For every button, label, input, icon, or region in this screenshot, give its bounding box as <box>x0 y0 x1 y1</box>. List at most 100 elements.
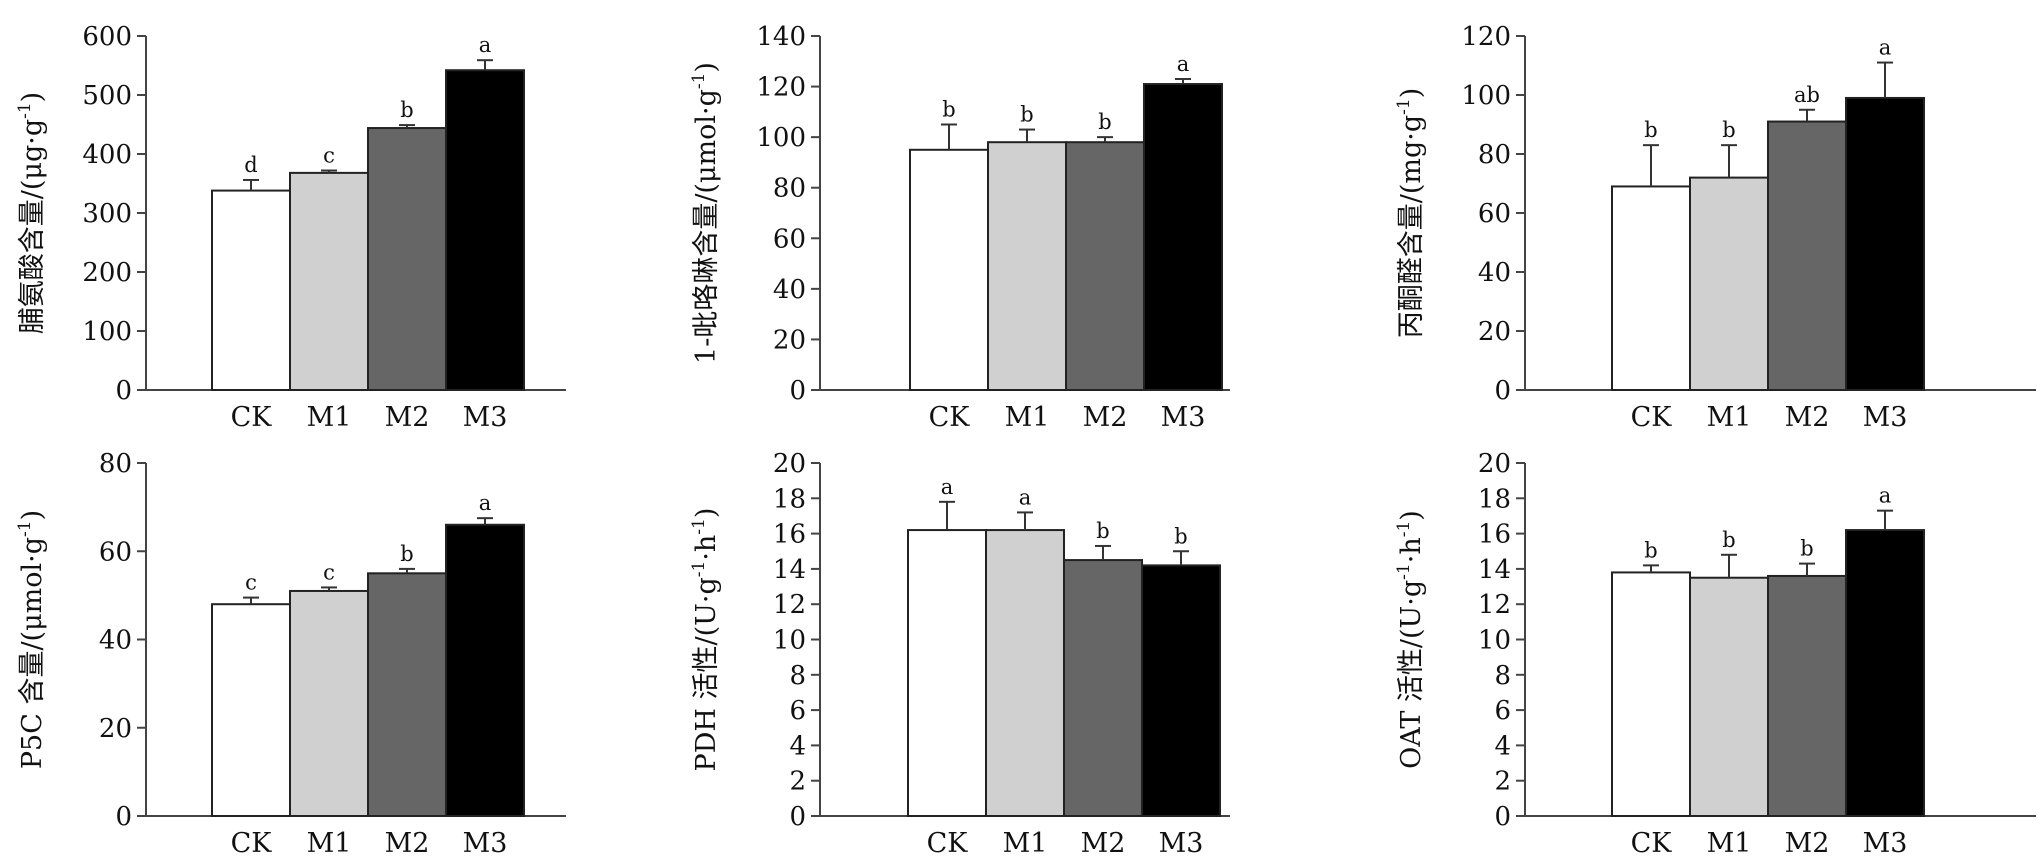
y-tick-label: 600 <box>82 22 132 52</box>
y-tick-label: 60 <box>99 537 132 567</box>
y-tick-label: 60 <box>1478 199 1511 229</box>
y-tick-label: 16 <box>773 520 806 550</box>
bar-m1 <box>1689 576 1769 817</box>
ylabel-sup: -1 <box>689 73 709 90</box>
chart-panel-1: 0 100 200 300 400 500 600 d CK c M1 b M2 a M3 脯氨酸含量/(μg… <box>15 22 566 433</box>
y-tick-label: 2 <box>1494 767 1511 797</box>
significance-label: d <box>244 153 257 177</box>
y-tick-label: 0 <box>115 376 132 406</box>
significance-label: b <box>1096 519 1109 543</box>
significance-label: c <box>323 144 335 168</box>
y-tick-label: 80 <box>1478 140 1511 170</box>
y-axis-label: 1-吡咯啉含量/(μmol·g-1) <box>689 62 722 364</box>
ylabel-tail: ) <box>17 510 48 521</box>
bar-m2 <box>367 572 447 817</box>
bar-m3 <box>1143 83 1223 392</box>
category-label: M3 <box>1863 828 1908 859</box>
chart-panel-6: 0 2 4 6 8 10 12 14 16 18 20 b CK b M1 b M2 a M3 OAT 活性/(U·g… <box>1394 449 2036 859</box>
category-label: M3 <box>463 402 508 433</box>
category-label: CK <box>929 402 971 433</box>
category-label: M2 <box>1785 402 1830 433</box>
ylabel-tail: ) <box>691 508 722 519</box>
ylabel-sup: -1 <box>1394 98 1414 115</box>
category-label: CK <box>1631 828 1673 859</box>
ylabel-unit: μmol·g <box>691 89 722 183</box>
y-tick-label: 40 <box>1478 258 1511 288</box>
ylabel-main: 丙酮醛含量/( <box>1396 184 1427 339</box>
y-tick-label: 14 <box>773 555 806 585</box>
y-tick-label: 4 <box>789 731 806 761</box>
category-label: M1 <box>1005 402 1050 433</box>
y-axis-label: P5C 含量/(μmol·g-1) <box>15 510 48 769</box>
significance-label: a <box>479 33 492 57</box>
bar-m2 <box>1767 574 1847 818</box>
ylabel-unit: μmol·g <box>17 537 48 631</box>
y-tick-label: 10 <box>773 626 806 656</box>
ylabel-unit: mg·g <box>1396 115 1427 184</box>
bar-m1 <box>985 529 1065 817</box>
significance-label: a <box>479 491 492 515</box>
category-label: CK <box>231 828 273 859</box>
ylabel-tail: ) <box>17 92 48 103</box>
y-tick-label: 80 <box>99 449 132 479</box>
y-tick-label: 120 <box>756 73 806 103</box>
category-label: M3 <box>1863 402 1908 433</box>
significance-label: b <box>1644 118 1657 142</box>
y-tick-label: 40 <box>99 626 132 656</box>
category-label: M2 <box>385 828 430 859</box>
bar-ck <box>909 148 989 391</box>
y-tick-label: 80 <box>773 174 806 204</box>
ylabel-main: 脯氨酸含量/( <box>17 180 48 335</box>
y-tick-label: 0 <box>789 376 806 406</box>
y-tick-label: 8 <box>1494 661 1511 691</box>
category-label: CK <box>927 828 969 859</box>
bar-ck <box>1611 185 1691 391</box>
y-tick-label: 100 <box>1461 81 1511 111</box>
y-tick-label: 20 <box>773 449 806 479</box>
significance-label: a <box>941 475 954 499</box>
significance-label: b <box>1020 103 1033 127</box>
y-tick-label: 10 <box>1478 626 1511 656</box>
category-label: M2 <box>1081 828 1126 859</box>
significance-label: b <box>1174 524 1187 548</box>
ylabel-sup2: -1 <box>1394 521 1414 538</box>
y-tick-label: 0 <box>1494 802 1511 832</box>
bar-m3 <box>1845 96 1925 391</box>
category-label: M1 <box>307 828 352 859</box>
chart-panel-4: 0 20 40 60 80 c CK c M1 b M2 a M3 P5C 含量/(μmol·g-1) <box>15 449 566 859</box>
y-tick-label: 12 <box>773 590 806 620</box>
bar-m3 <box>1141 564 1221 817</box>
significance-label: b <box>1800 537 1813 561</box>
bar-m1 <box>289 589 369 818</box>
y-tick-label: 40 <box>773 275 806 305</box>
ylabel-sup: -1 <box>1394 563 1414 580</box>
y-tick-label: 200 <box>82 258 132 288</box>
y-tick-label: 0 <box>115 802 132 832</box>
bar-m3 <box>445 523 525 818</box>
significance-label: ab <box>1794 83 1820 107</box>
y-tick-label: 6 <box>789 696 806 726</box>
significance-label: a <box>1879 484 1892 508</box>
bar-m1 <box>987 141 1067 391</box>
bar-ck <box>907 529 987 817</box>
significance-label: c <box>323 560 335 584</box>
bar-ck <box>211 603 291 818</box>
ylabel-unit2: ·h <box>691 535 722 561</box>
y-axis-label: 丙酮醛含量/(mg·g-1) <box>1394 88 1427 339</box>
significance-label: b <box>1722 528 1735 552</box>
y-tick-label: 0 <box>1494 376 1511 406</box>
significance-label: b <box>400 542 413 566</box>
ylabel-unit: μg·g <box>17 119 48 180</box>
category-label: M1 <box>1003 828 1048 859</box>
ylabel-tail: ) <box>691 62 722 73</box>
ylabel-main: OAT 活性/( <box>1396 628 1427 768</box>
significance-label: a <box>1019 485 1032 509</box>
bar-m2 <box>1063 559 1143 818</box>
significance-label: a <box>1879 36 1892 60</box>
ylabel-main: 1-吡咯啉含量/( <box>691 183 722 364</box>
y-tick-label: 100 <box>82 317 132 347</box>
y-tick-label: 20 <box>99 714 132 744</box>
ylabel-sup: -1 <box>689 561 709 578</box>
y-axis-label: PDH 活性/(U·g-1·h-1) <box>689 508 722 772</box>
